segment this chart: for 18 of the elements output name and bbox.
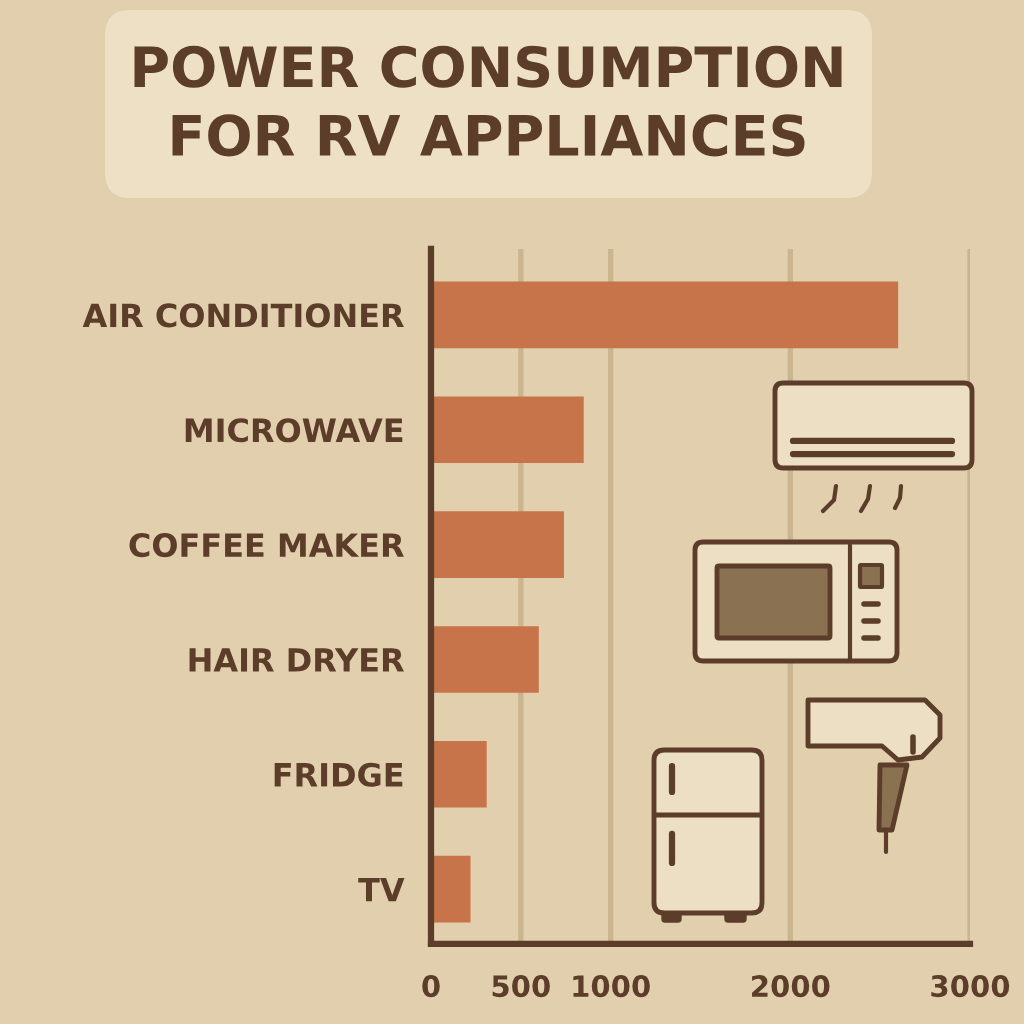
x-tick-label: 1000 [573,975,650,998]
y-tick-label: TV [358,877,405,902]
chart-title: POWER CONSUMPTION FOR RV APPLIANCES [134,45,842,157]
bar [431,626,539,693]
bar [431,281,899,349]
x-tick-label: 2000 [752,975,830,998]
bar [431,855,471,923]
x-tick-label: 500 [492,975,550,998]
y-tick-label: HAIR DRYER [189,648,404,672]
y-tick-label: MICROWAVE [185,418,403,443]
y-tick-label: AIR CONDITIONER [82,303,404,328]
y-tick-label: FRIDGE [274,762,403,787]
x-tick-label: 3000 [931,975,1010,998]
bar [431,396,584,464]
bar [431,740,487,808]
x-tick-label: 0 [422,975,440,998]
bar [431,511,564,578]
y-tick-label: COFFEE MAKER [129,533,404,558]
